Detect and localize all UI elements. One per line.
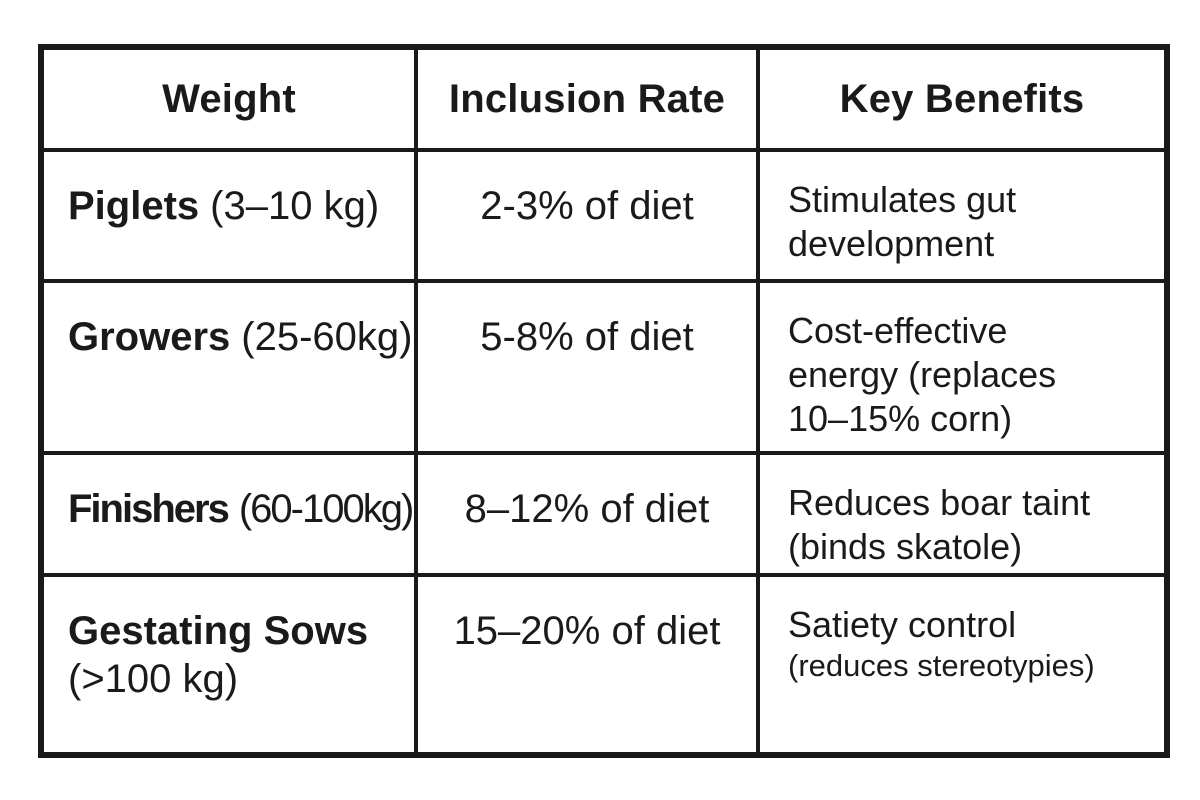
table-row-growers: Growers (25-60kg) 5-8% of diet Cost-effec… bbox=[39, 279, 1169, 455]
weight-range: (60-100kg) bbox=[238, 487, 414, 531]
header-inclusion-rate: Inclusion Rate bbox=[414, 45, 760, 152]
benefit-line: Stimulates gut bbox=[788, 179, 1017, 220]
inclusion-rate-cell-piglets: 2-3% of diet bbox=[414, 148, 760, 283]
inclusion-rate-cell-growers: 5-8% of diet bbox=[414, 279, 760, 455]
key-benefits-cell-finishers: Reduces boar taint (binds skatole) bbox=[756, 451, 1169, 577]
header-key-benefits: Key Benefits bbox=[756, 45, 1169, 152]
table-row-finishers: Finishers (60-100kg) 8–12% of diet Reduce… bbox=[39, 451, 1169, 577]
weight-group-name: Gestating Sows bbox=[68, 609, 369, 653]
benefit-line: Reduces boar taint bbox=[788, 482, 1091, 523]
header-weight: Weight bbox=[39, 45, 418, 152]
header-row: Weight Inclusion Rate Key Benefits bbox=[39, 45, 1169, 152]
benefit-line: development bbox=[788, 222, 995, 264]
benefit-line: (binds skatole) bbox=[788, 525, 1023, 567]
weight-group-name: Piglets bbox=[68, 184, 200, 228]
weight-cell-gestating-sows: Gestating Sows (>100 kg) bbox=[39, 573, 418, 757]
weight-group-name: Finishers bbox=[68, 487, 230, 531]
key-benefits-cell-gestating-sows: Satiety control (reduces stereotypies) bbox=[756, 573, 1169, 757]
benefit-line: Satiety control bbox=[788, 604, 1017, 645]
weight-range: (25-60kg) bbox=[241, 315, 413, 359]
weight-cell-piglets: Piglets (3–10 kg) bbox=[39, 148, 418, 283]
pig-feed-inclusion-table: Weight Inclusion Rate Key Benefits Pigle… bbox=[38, 44, 1170, 758]
weight-range: (3–10 kg) bbox=[210, 184, 380, 228]
benefit-line: energy (replaces bbox=[788, 353, 1057, 395]
inclusion-rate-cell-gestating-sows: 15–20% of diet bbox=[414, 573, 760, 757]
weight-range: (>100 kg) bbox=[68, 657, 239, 701]
key-benefits-cell-piglets: Stimulates gut development bbox=[756, 148, 1169, 283]
benefit-line: (reduces stereotypies) bbox=[788, 647, 1095, 683]
benefit-line: Cost-effective bbox=[788, 310, 1008, 351]
benefit-line: 10–15% corn) bbox=[788, 397, 1013, 439]
weight-group-name: Growers bbox=[68, 315, 231, 359]
weight-cell-growers: Growers (25-60kg) bbox=[39, 279, 418, 455]
table-row-gestating-sows: Gestating Sows (>100 kg) 15–20% of diet S… bbox=[39, 573, 1169, 757]
inclusion-rate-cell-finishers: 8–12% of diet bbox=[414, 451, 760, 577]
key-benefits-cell-growers: Cost-effective energy (replaces 10–15% c… bbox=[756, 279, 1169, 455]
table-row-piglets: Piglets (3–10 kg) 2-3% of diet Stimulates… bbox=[39, 148, 1169, 283]
weight-cell-finishers: Finishers (60-100kg) bbox=[39, 451, 418, 577]
